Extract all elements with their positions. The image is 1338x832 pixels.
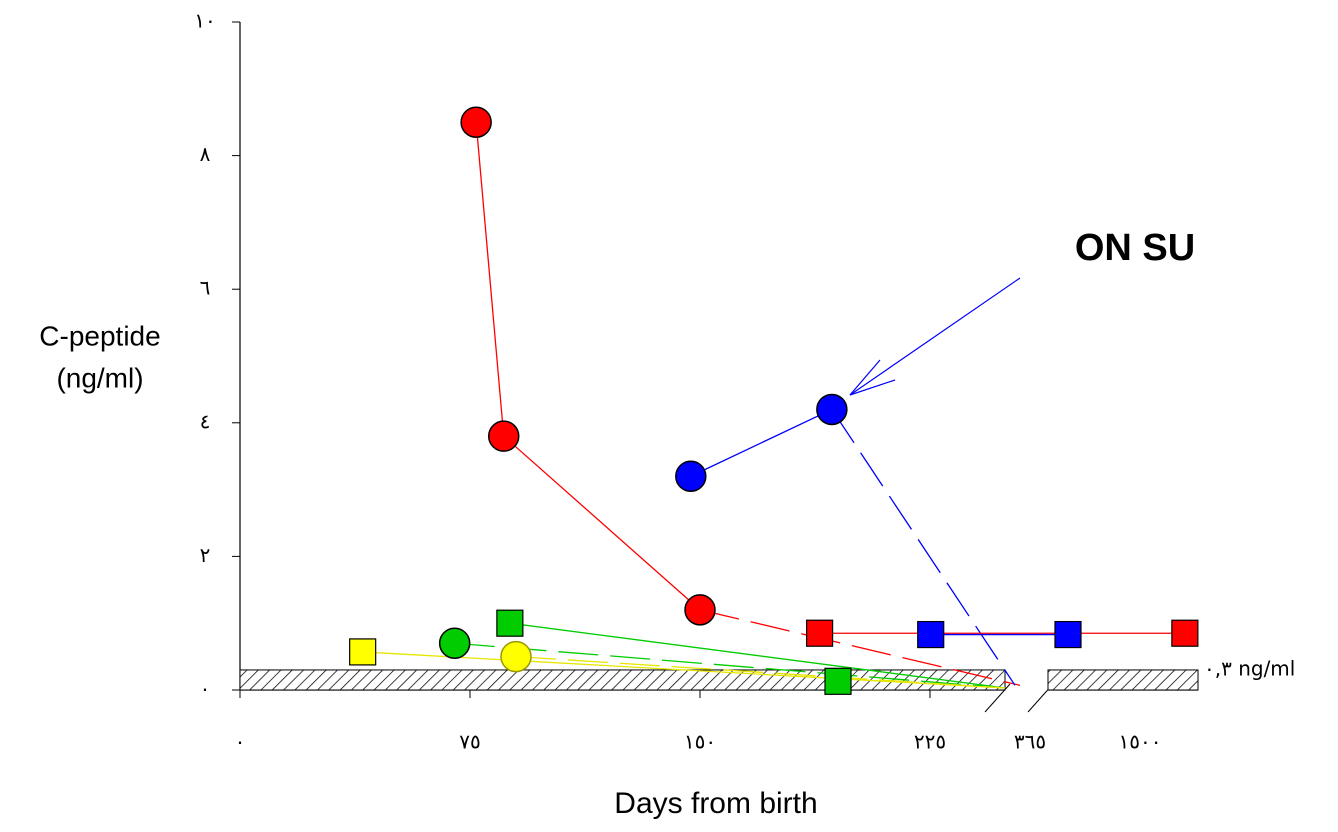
square-marker: [805, 619, 834, 647]
arrow-stroke: [849, 359, 881, 396]
y-tick-label: ٦: [200, 276, 211, 300]
x-tick-label: ٢٢٥: [914, 730, 946, 754]
y-tick-label: ٠: [200, 677, 211, 701]
series-line: [699, 609, 1021, 686]
threshold-label: ٠,٣ ng/ml: [1204, 656, 1295, 680]
threshold-band: [239, 669, 1006, 691]
y-tick-label: ٤: [200, 409, 211, 433]
series-line: [475, 122, 701, 611]
circle-marker: [684, 594, 716, 626]
arrow-stroke: [849, 277, 1021, 396]
series-line: [515, 655, 1006, 689]
axis-break: [984, 683, 1011, 713]
series-line: [454, 642, 1006, 689]
x-tick-label: ٠: [235, 730, 246, 754]
y-tick-label: ٨: [200, 142, 211, 166]
x-tick-label: ٣٦٥: [1014, 730, 1046, 754]
series-line: [362, 651, 1006, 689]
threshold-band: [1047, 669, 1199, 691]
x-tick-label: ١٥٠: [684, 730, 716, 754]
circle-marker: [487, 420, 520, 452]
circle-marker: [438, 627, 471, 659]
circle-marker: [816, 393, 848, 426]
y-axis-label: (ng/ml): [56, 362, 143, 393]
square-marker: [1171, 619, 1199, 647]
square-marker: [824, 667, 852, 695]
y-tick-label: ١٠: [194, 9, 215, 33]
arrow-stroke: [849, 379, 896, 396]
annotation-arrow: [849, 277, 1021, 396]
series-line: [690, 408, 833, 477]
circle-marker: [675, 460, 707, 492]
circle-marker: [500, 640, 532, 673]
x-tick-label: ٧٥: [459, 730, 480, 754]
series-line: [831, 409, 1016, 686]
x-tick-label: ١٥٠٠: [1119, 730, 1162, 754]
circle-marker: [460, 106, 492, 138]
x-axis-label: Days from birth: [614, 787, 817, 820]
series-line: [509, 622, 1006, 689]
square-marker: [1054, 620, 1082, 649]
square-marker: [349, 638, 377, 666]
square-marker: [917, 620, 945, 649]
y-tick-label: ٢: [200, 543, 211, 567]
square-marker: [496, 609, 524, 637]
y-axis-label: C-peptide: [39, 320, 160, 351]
annotation: ON SU: [1075, 227, 1195, 269]
